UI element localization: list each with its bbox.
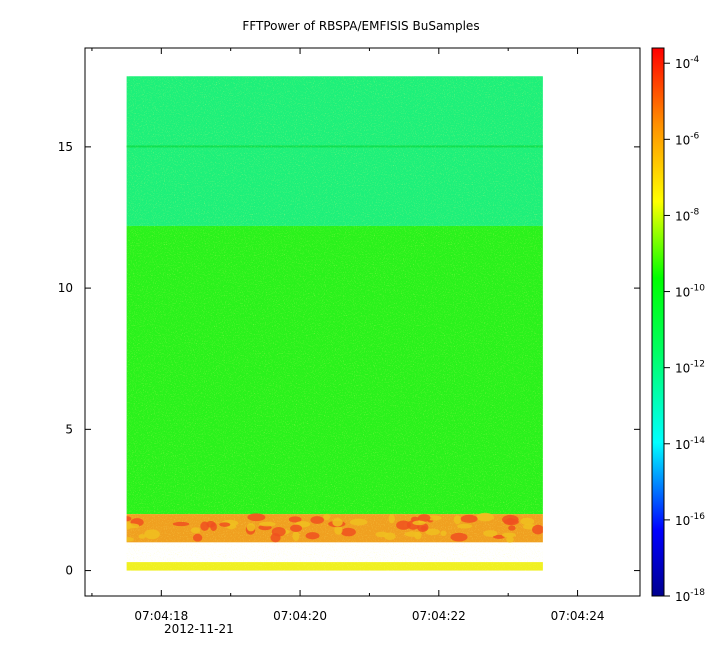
heatmap-blob	[460, 514, 478, 523]
heatmap-blob	[349, 518, 368, 526]
heatmap-blob	[502, 532, 516, 538]
heatmap-blob	[292, 531, 300, 542]
heatmap-blob	[520, 517, 535, 526]
x-date-label: 2012-11-21	[164, 622, 234, 636]
x-tick-label: 07:04:22	[412, 609, 466, 623]
colorbar-tick-label: 10-16	[675, 512, 705, 528]
heatmap-blob	[483, 530, 498, 537]
heatmap-blob	[288, 516, 302, 523]
heatmap-blob	[305, 532, 320, 540]
y-axis: 0 5 10 15	[58, 140, 640, 578]
heatmap-blob	[396, 520, 411, 530]
heatmap-blob	[259, 521, 276, 527]
heatmap-blob	[506, 536, 514, 543]
colorbar-tick-label: 10-18	[675, 588, 705, 604]
heatmap-speckle	[126, 76, 543, 571]
heatmap-blob	[440, 530, 447, 537]
heatmap-blob	[453, 515, 462, 525]
colorbar	[651, 47, 665, 597]
heatmap-blob	[532, 524, 543, 535]
heatmap-blob	[138, 534, 146, 539]
heatmap-blob	[410, 516, 420, 522]
heatmap-blob	[126, 516, 132, 522]
heatmap-blob	[332, 518, 343, 527]
heatmap-blob	[492, 534, 505, 539]
heatmap-blob	[270, 533, 281, 543]
heatmap-blob	[503, 518, 519, 526]
colorbar-tick-label: 10-12	[675, 360, 705, 376]
heatmap-blob	[476, 512, 494, 522]
y-tick-label: 0	[65, 564, 73, 578]
heatmap-blob	[247, 513, 266, 522]
heatmap-blob	[126, 537, 134, 542]
heatmap-blob	[340, 527, 356, 537]
heatmap-blob	[144, 529, 160, 540]
heatmap-blob	[412, 520, 426, 526]
heatmap-blob	[334, 525, 343, 535]
colorbar-tick-label: 10-6	[675, 131, 700, 147]
colorbar-tick-label: 10-4	[675, 55, 700, 71]
heatmap-blob	[450, 532, 468, 542]
x-tick-label: 07:04:18	[134, 609, 188, 623]
colorbar-tick-label: 10-8	[675, 207, 700, 223]
heatmap-blob	[414, 531, 422, 540]
colorbar-tick-label: 10-14	[675, 436, 705, 452]
heatmap-blob	[200, 521, 210, 531]
heatmap-blob	[388, 513, 395, 524]
heatmap-blob	[323, 513, 331, 521]
heatmap-blob	[375, 531, 389, 538]
heatmap-blob	[219, 522, 231, 527]
heatmap-blob	[417, 514, 431, 522]
heatmap-blob	[508, 525, 516, 531]
heatmap-blob	[172, 521, 190, 527]
x-tick-label: 07:04:20	[273, 609, 327, 623]
heatmap-texture	[126, 76, 543, 571]
heatmap-blob	[126, 523, 140, 529]
y-tick-label: 5	[65, 422, 73, 436]
chart-title: FFTPower of RBSPA/EMFISIS BuSamples	[242, 19, 479, 33]
heatmap-blob	[190, 527, 201, 534]
x-axis: 07:04:18 07:04:20 07:04:22 07:04:24	[91, 48, 605, 623]
colorbar-axis: 10-18 10-16 10-14 10-12 10-10 10-8 10-6 10-4	[664, 55, 705, 604]
heatmap-blob	[290, 524, 303, 532]
heatmap-blob	[425, 528, 440, 536]
heatmap-blob	[310, 516, 325, 524]
heatmap-blob	[246, 523, 256, 532]
heatmap-blob	[457, 523, 473, 529]
heatmap-blob	[192, 533, 203, 542]
colorbar-tick-label: 10-10	[675, 284, 705, 300]
y-tick-label: 15	[58, 140, 73, 154]
x-tick-label: 07:04:24	[551, 609, 605, 623]
y-tick-label: 10	[58, 281, 73, 295]
